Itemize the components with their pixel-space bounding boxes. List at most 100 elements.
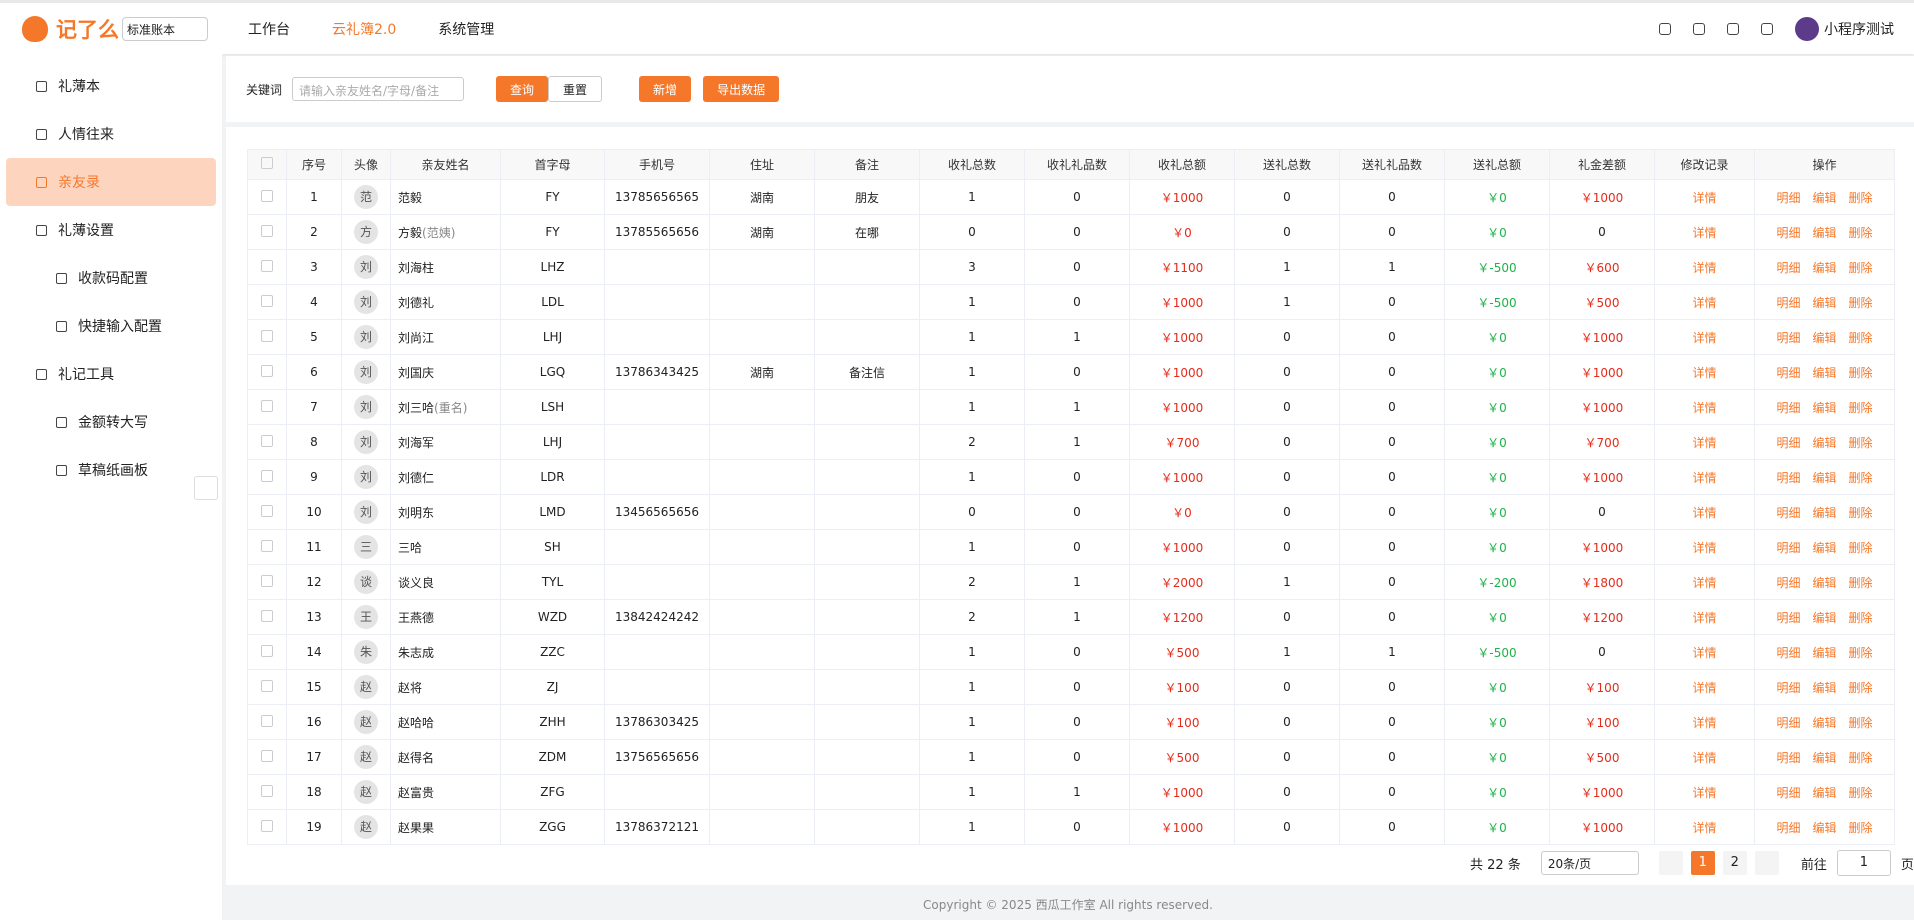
page-number[interactable]: 2 [1722, 851, 1747, 875]
action-link[interactable]: 明细 [1776, 820, 1801, 835]
detail-link[interactable]: 详情 [1692, 470, 1717, 485]
action-link[interactable]: 明细 [1776, 540, 1801, 555]
action-link[interactable]: 明细 [1776, 680, 1801, 695]
add-button[interactable]: 新增 [639, 76, 692, 102]
action-link[interactable]: 删除 [1848, 470, 1873, 485]
action-link[interactable]: 删除 [1848, 365, 1873, 380]
detail-link[interactable]: 详情 [1692, 715, 1717, 730]
action-link[interactable]: 编辑 [1812, 190, 1837, 205]
export-button[interactable]: 导出数据 [703, 76, 780, 102]
action-link[interactable]: 明细 [1776, 785, 1801, 800]
action-link[interactable]: 删除 [1848, 260, 1873, 275]
detail-link[interactable]: 详情 [1692, 505, 1717, 520]
logo[interactable]: 记了么 [22, 14, 122, 44]
submenu-item[interactable]: 草稿纸画板 [6, 446, 216, 494]
page-number[interactable]: 1 [1690, 851, 1715, 875]
next-page[interactable] [1754, 851, 1779, 875]
submenu-item[interactable]: 金额转大写 [6, 398, 216, 446]
submenu-item[interactable]: 快捷输入配置 [6, 302, 216, 350]
detail-link[interactable]: 详情 [1692, 190, 1717, 205]
action-link[interactable]: 编辑 [1812, 750, 1837, 765]
action-link[interactable]: 编辑 [1812, 820, 1837, 835]
action-link[interactable]: 删除 [1848, 750, 1873, 765]
goto-input[interactable]: 1 [1836, 850, 1891, 876]
detail-link[interactable]: 详情 [1692, 645, 1717, 660]
detail-link[interactable]: 详情 [1692, 750, 1717, 765]
action-link[interactable]: 编辑 [1812, 540, 1837, 555]
action-link[interactable]: 明细 [1776, 330, 1801, 345]
menu-item[interactable]: 人情往来 [6, 110, 216, 158]
action-link[interactable]: 删除 [1848, 505, 1873, 520]
detail-link[interactable]: 详情 [1692, 820, 1717, 835]
avatar[interactable] [1795, 16, 1819, 41]
action-link[interactable]: 明细 [1776, 190, 1801, 205]
action-link[interactable]: 明细 [1776, 260, 1801, 275]
action-link[interactable]: 明细 [1776, 505, 1801, 520]
detail-link[interactable]: 详情 [1692, 575, 1717, 590]
action-link[interactable]: 删除 [1848, 400, 1873, 415]
action-link[interactable]: 明细 [1776, 400, 1801, 415]
detail-link[interactable]: 详情 [1692, 680, 1717, 695]
detail-link[interactable]: 详情 [1692, 260, 1717, 275]
action-link[interactable]: 明细 [1776, 365, 1801, 380]
action-link[interactable]: 编辑 [1812, 505, 1837, 520]
detail-link[interactable]: 详情 [1692, 785, 1717, 800]
action-link[interactable]: 删除 [1848, 330, 1873, 345]
action-link[interactable]: 明细 [1776, 470, 1801, 485]
keyword-input[interactable]: 请输入亲友姓名/字母/备注 [292, 77, 465, 101]
action-link[interactable]: 明细 [1776, 225, 1801, 240]
action-link[interactable]: 编辑 [1812, 400, 1837, 415]
action-link[interactable]: 明细 [1776, 575, 1801, 590]
menu-item[interactable]: 亲友录 [6, 158, 216, 206]
nav-item[interactable]: 工作台 [248, 21, 290, 38]
action-link[interactable]: 删除 [1848, 295, 1873, 310]
detail-link[interactable]: 详情 [1692, 365, 1717, 380]
detail-link[interactable]: 详情 [1692, 225, 1717, 240]
action-link[interactable]: 删除 [1848, 645, 1873, 660]
action-link[interactable]: 编辑 [1812, 680, 1837, 695]
action-link[interactable]: 删除 [1848, 225, 1873, 240]
action-link[interactable]: 删除 [1848, 680, 1873, 695]
action-link[interactable]: 删除 [1848, 190, 1873, 205]
action-link[interactable]: 编辑 [1812, 295, 1837, 310]
page-size[interactable]: 20条/页 [1540, 851, 1639, 875]
action-link[interactable]: 编辑 [1812, 610, 1837, 625]
action-link[interactable]: 明细 [1776, 435, 1801, 450]
action-link[interactable]: 编辑 [1812, 225, 1837, 240]
action-link[interactable]: 删除 [1848, 540, 1873, 555]
action-link[interactable]: 编辑 [1812, 330, 1837, 345]
detail-link[interactable]: 详情 [1692, 400, 1717, 415]
action-link[interactable]: 明细 [1776, 645, 1801, 660]
action-link[interactable]: 删除 [1848, 715, 1873, 730]
detail-link[interactable]: 详情 [1692, 330, 1717, 345]
collapse-button[interactable] [194, 476, 218, 500]
prev-page[interactable] [1658, 851, 1683, 875]
action-link[interactable]: 编辑 [1812, 785, 1837, 800]
detail-link[interactable]: 详情 [1692, 610, 1717, 625]
account-select[interactable]: 标准账本 [122, 16, 208, 41]
menu-item[interactable]: 礼薄设置 [6, 206, 216, 254]
detail-link[interactable]: 详情 [1692, 540, 1717, 555]
action-link[interactable]: 明细 [1776, 715, 1801, 730]
action-link[interactable]: 编辑 [1812, 645, 1837, 660]
reset-button[interactable]: 重置 [548, 76, 603, 102]
search-button[interactable]: 查询 [496, 76, 549, 102]
detail-link[interactable]: 详情 [1692, 435, 1717, 450]
detail-link[interactable]: 详情 [1692, 295, 1717, 310]
action-link[interactable]: 编辑 [1812, 575, 1837, 590]
action-link[interactable]: 删除 [1848, 785, 1873, 800]
nav-item[interactable]: 云礼簿2.0 [332, 21, 397, 38]
action-link[interactable]: 编辑 [1812, 715, 1837, 730]
action-link[interactable]: 编辑 [1812, 470, 1837, 485]
action-link[interactable]: 编辑 [1812, 435, 1837, 450]
action-link[interactable]: 明细 [1776, 750, 1801, 765]
action-link[interactable]: 明细 [1776, 610, 1801, 625]
action-link[interactable]: 删除 [1848, 820, 1873, 835]
menu-item[interactable]: 礼薄本 [6, 62, 216, 110]
action-link[interactable]: 编辑 [1812, 365, 1837, 380]
action-link[interactable]: 明细 [1776, 295, 1801, 310]
action-link[interactable]: 编辑 [1812, 260, 1837, 275]
action-link[interactable]: 删除 [1848, 610, 1873, 625]
action-link[interactable]: 删除 [1848, 435, 1873, 450]
nav-item[interactable]: 系统管理 [438, 21, 495, 38]
